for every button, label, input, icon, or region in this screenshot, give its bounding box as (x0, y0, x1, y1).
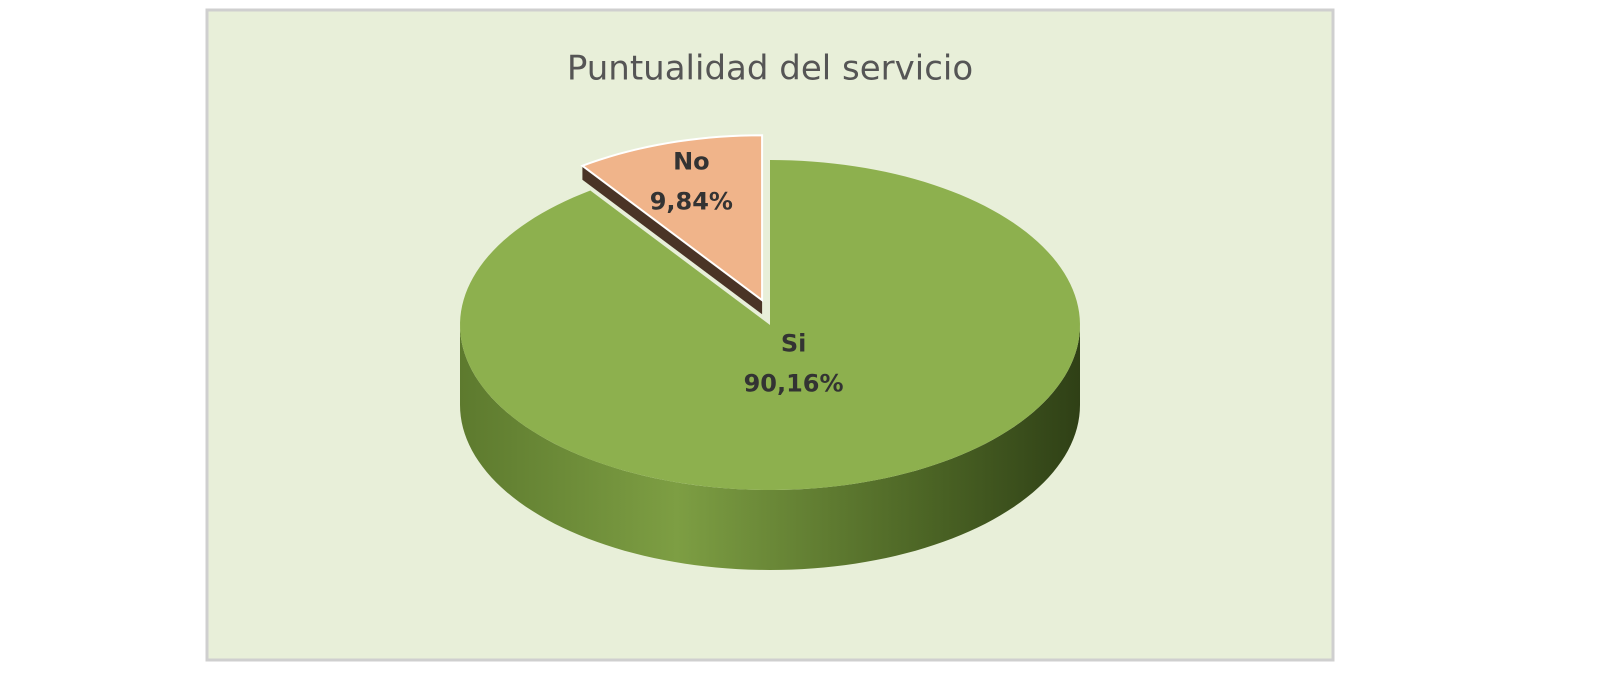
slice (580, 134, 764, 303)
slice-value-label: 9,84% (650, 187, 733, 215)
slice-category-label: Si (781, 329, 807, 357)
chart-title: Puntualidad del servicio (567, 49, 973, 89)
slice (460, 160, 1080, 490)
slice-wall (582, 165, 763, 315)
slice-category-label: No (673, 147, 710, 175)
pie: No 9,84% Si 90,16% (460, 134, 1080, 570)
slice-value-label: 90,16% (744, 369, 844, 397)
slice-side (460, 325, 1080, 570)
